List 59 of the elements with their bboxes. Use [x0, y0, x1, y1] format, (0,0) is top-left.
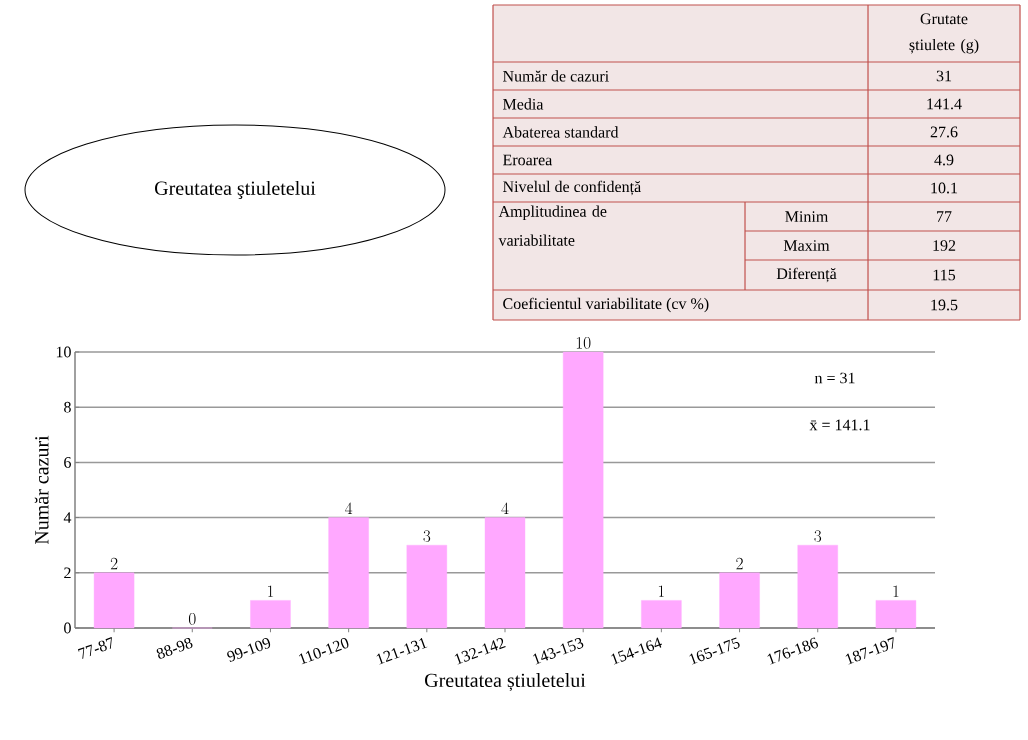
y-tick-label: 2	[64, 567, 71, 579]
text: Nivelul de confidență	[502, 180, 641, 196]
text: Amplitudinea de variabilitate	[498, 205, 607, 246]
data-label: 10	[576, 337, 591, 349]
data-label: 2	[110, 557, 118, 570]
y-axis-title: Număr cazuri	[34, 435, 49, 545]
text: Diferență	[776, 267, 837, 283]
data-label: 1	[268, 585, 274, 597]
x-tick-label: 110-120	[298, 637, 349, 665]
data-label: 4	[345, 502, 353, 515]
data-label: 3	[814, 530, 822, 542]
bar	[562, 351, 604, 629]
bar	[484, 517, 526, 629]
text: Număr de cazuri	[502, 70, 609, 82]
text: Eroarea	[502, 154, 553, 166]
y-tick-label: 6	[64, 457, 71, 468]
y-tick-label: 8	[64, 401, 71, 413]
bar	[797, 545, 838, 629]
text: 27.6	[930, 126, 958, 138]
text: 19.5	[931, 299, 958, 311]
x-tick-label: 88-98	[156, 637, 193, 659]
data-label: 1	[658, 585, 665, 597]
data-label: 1	[893, 585, 899, 597]
text: Maxim	[783, 240, 830, 251]
x-tick-label: 77-87	[77, 637, 112, 659]
data-label: 3	[423, 530, 431, 542]
data-label: 4	[501, 502, 509, 515]
bar	[250, 600, 291, 629]
text: Grutate știulete (g)	[909, 13, 979, 54]
text: 77	[937, 211, 952, 222]
text: 10.1	[931, 182, 958, 194]
bar	[719, 572, 760, 629]
data-label: 2	[736, 557, 743, 570]
text: 192	[933, 240, 956, 251]
text: Media	[502, 98, 544, 110]
annotation: n = 31	[814, 372, 855, 384]
x-tick-label: 143-153	[532, 637, 584, 665]
data-label: 0	[188, 613, 196, 625]
y-tick-label: 4	[63, 512, 72, 523]
text: 4.9	[934, 154, 954, 166]
x-tick-label: 99-109	[227, 638, 271, 662]
bar	[406, 545, 448, 629]
x-tick-label: 132-142	[454, 638, 506, 665]
x-axis-title: Greutatea știuletelui	[425, 672, 586, 692]
text: Minim	[785, 211, 829, 222]
text: 141.4	[927, 98, 962, 110]
chart-title: Greutatea ştiuletelui	[155, 180, 316, 200]
x-tick-label: 121-131	[376, 637, 428, 665]
bar	[641, 600, 682, 629]
bar	[875, 600, 917, 629]
y-tick-label: 10	[56, 346, 71, 358]
bar	[328, 517, 369, 629]
annotation: x̄ = 141.1	[809, 419, 870, 431]
text: Abaterea standard	[502, 126, 619, 138]
bar	[93, 572, 135, 629]
text: 115	[933, 269, 956, 281]
y-tick-label: 0	[64, 622, 71, 634]
text: Coeficientul variabilitate (cv %)	[503, 297, 709, 313]
text: 31	[936, 70, 952, 82]
